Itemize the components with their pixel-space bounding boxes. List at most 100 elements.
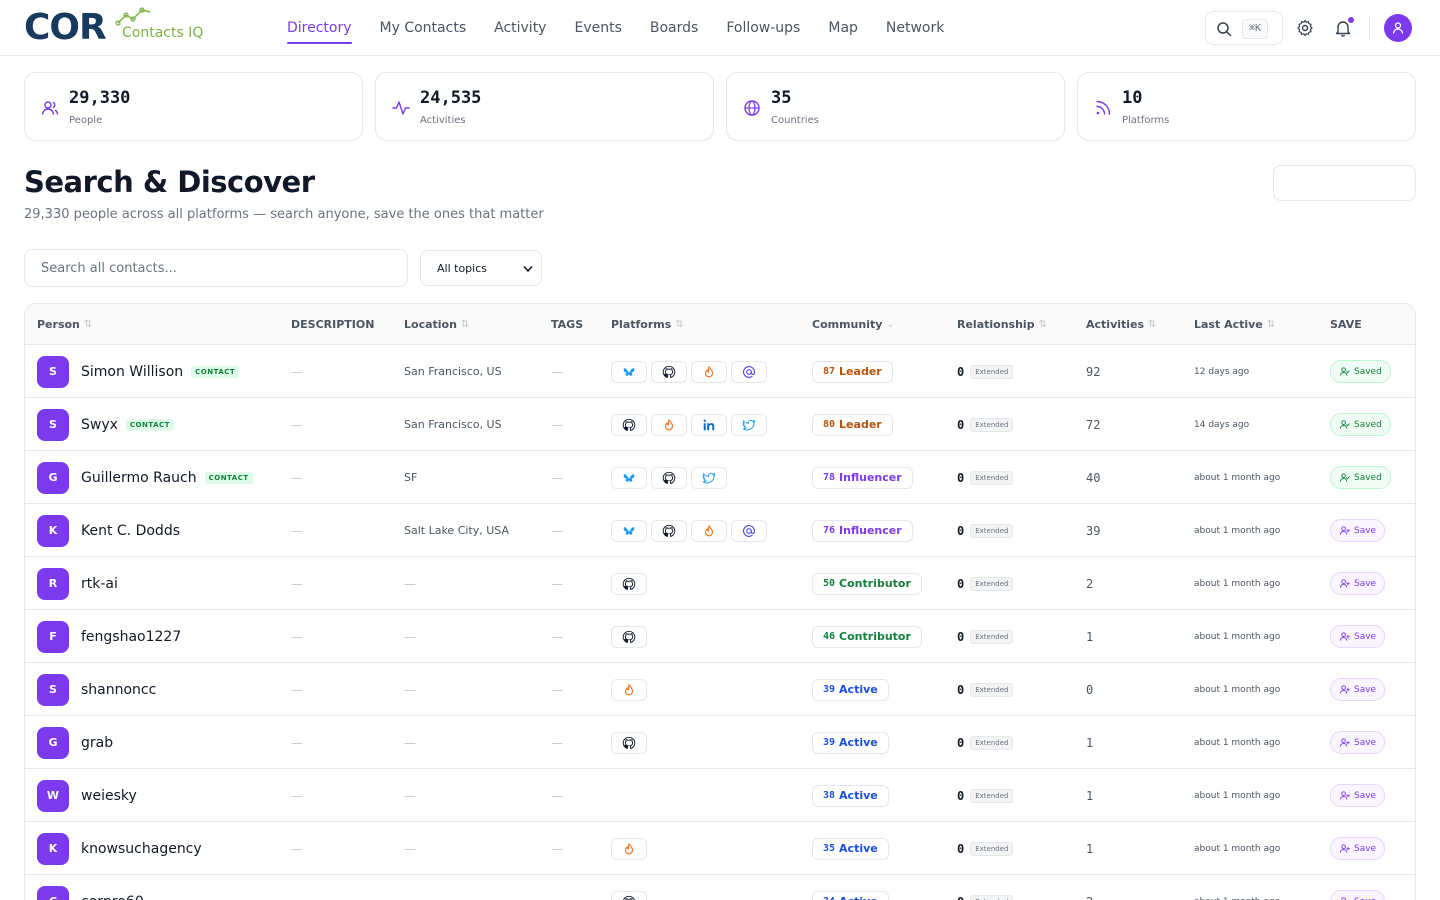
person-name[interactable]: grab <box>81 734 114 751</box>
topic-select[interactable]: All topics <box>420 250 542 286</box>
platform-bluesky[interactable] <box>611 466 647 489</box>
save-button[interactable]: Save <box>1330 519 1386 542</box>
person-name[interactable]: rtk-ai <box>81 575 118 592</box>
person-cell[interactable]: G Guillermo Rauch CONTACT <box>37 451 253 504</box>
relationship-cell: 0 Extended <box>957 504 1014 557</box>
table-row[interactable]: K Kent C. Dodds — Salt Lake City, USA — 76 Inf… <box>25 504 1415 557</box>
platform-github[interactable] <box>611 572 647 595</box>
platform-linkedin[interactable] <box>691 413 727 436</box>
person-cell[interactable]: Ccorpro60 <box>37 875 144 900</box>
brand-subtitle: Contacts IQ <box>122 25 204 41</box>
page-title: Search & Discover <box>24 165 315 199</box>
column-platforms[interactable]: Platforms ⇅ <box>611 318 684 331</box>
platform-email[interactable] <box>731 519 767 542</box>
platform-github[interactable] <box>651 466 687 489</box>
nav-network[interactable]: Network <box>885 20 945 36</box>
save-button[interactable]: Saved <box>1330 413 1391 436</box>
save-button[interactable]: Save <box>1330 731 1386 754</box>
person-name[interactable]: weiesky <box>81 787 137 804</box>
page-action-button[interactable] <box>1273 165 1416 201</box>
platform-twitter[interactable] <box>691 466 727 489</box>
table-row[interactable]: G Guillermo Rauch CONTACT — SF — 78 Influencer 0… <box>25 451 1415 504</box>
person-name[interactable]: Simon Willison <box>81 363 184 380</box>
person-name[interactable]: corpro60 <box>81 894 144 900</box>
platform-github[interactable] <box>651 360 687 383</box>
platform-github[interactable] <box>651 519 687 542</box>
column-person[interactable]: Person ⇅ <box>37 318 92 331</box>
save-button[interactable]: Saved <box>1330 360 1391 383</box>
save-button[interactable]: Saved <box>1330 466 1391 489</box>
platforms-cell <box>611 504 771 557</box>
community-label: Active <box>839 842 878 855</box>
save-button[interactable]: Save <box>1330 572 1386 595</box>
person-name[interactable]: Guillermo Rauch <box>81 469 197 486</box>
community-score: 46 <box>823 631 836 642</box>
brand-logo[interactable]: COR Contacts IQ <box>24 6 214 50</box>
platform-github[interactable] <box>611 731 647 754</box>
nav-follow-ups[interactable]: Follow-ups <box>726 20 801 36</box>
column-location[interactable]: Location ⇅ <box>404 318 469 331</box>
platform-github[interactable] <box>611 890 647 900</box>
nav-activity[interactable]: Activity <box>494 20 547 36</box>
column-label: Person <box>37 318 80 331</box>
nav-my-contacts[interactable]: My Contacts <box>379 20 467 36</box>
save-button[interactable]: Save <box>1330 625 1386 648</box>
person-name[interactable]: fengshao1227 <box>81 628 182 645</box>
save-button[interactable]: Save <box>1330 890 1386 900</box>
platform-hackernews[interactable] <box>651 413 687 436</box>
platform-bluesky[interactable] <box>611 519 647 542</box>
person-cell[interactable]: S Swyx CONTACT <box>37 398 174 451</box>
person-name[interactable]: shannoncc <box>81 681 157 698</box>
person-name[interactable]: knowsuchagency <box>81 840 202 857</box>
hackernews-icon <box>622 842 636 856</box>
person-name[interactable]: Swyx <box>81 416 118 433</box>
platform-github[interactable] <box>611 625 647 648</box>
save-button[interactable]: Save <box>1330 784 1386 807</box>
nav-boards[interactable]: Boards <box>649 20 699 36</box>
platform-hackernews[interactable] <box>611 837 647 860</box>
command-search-button[interactable]: ⌘K <box>1205 11 1283 45</box>
nav-directory[interactable]: Directory <box>287 0 352 56</box>
person-cell[interactable]: S Simon Willison CONTACT <box>37 345 240 398</box>
save-button[interactable]: Save <box>1330 837 1386 860</box>
platform-hackernews[interactable] <box>691 360 727 383</box>
platform-hackernews[interactable] <box>611 678 647 701</box>
platform-github[interactable] <box>611 413 647 436</box>
nav-events[interactable]: Events <box>574 20 622 36</box>
relationship-badge: Extended <box>970 841 1014 856</box>
person-name[interactable]: Kent C. Dodds <box>81 522 180 539</box>
column-relationship[interactable]: Relationship ⇅ <box>957 318 1047 331</box>
platform-email[interactable] <box>731 360 767 383</box>
platform-twitter[interactable] <box>731 413 767 436</box>
save-button[interactable]: Save <box>1330 678 1386 701</box>
platform-hackernews[interactable] <box>691 519 727 542</box>
contact-badge: CONTACT <box>191 365 240 378</box>
table-row[interactable]: S Simon Willison CONTACT — San Francisco, US… <box>25 345 1415 398</box>
table-row[interactable]: S Swyx CONTACT — San Francisco, US — 80 Leader 0… <box>25 398 1415 451</box>
column-last-active[interactable]: Last Active ⇅ <box>1194 318 1275 331</box>
gear-icon[interactable] <box>1296 19 1314 37</box>
contacts-search-input[interactable] <box>24 249 408 287</box>
user-avatar[interactable] <box>1384 14 1412 42</box>
bell-icon[interactable] <box>1334 19 1352 37</box>
last-active-cell: about 1 month ago <box>1194 737 1281 748</box>
user-plus-icon <box>1339 843 1350 854</box>
table-row[interactable]: Ccorpro60 — — — 34 Active 0 Extended 2 about 1 mo… <box>25 875 1415 900</box>
platform-bluesky[interactable] <box>611 360 647 383</box>
nav-map[interactable]: Map <box>828 20 858 36</box>
column-community[interactable]: Community ⌄ <box>812 318 895 331</box>
person-cell[interactable]: K Kent C. Dodds <box>37 504 180 557</box>
column-activities[interactable]: Activities ⇅ <box>1086 318 1156 331</box>
